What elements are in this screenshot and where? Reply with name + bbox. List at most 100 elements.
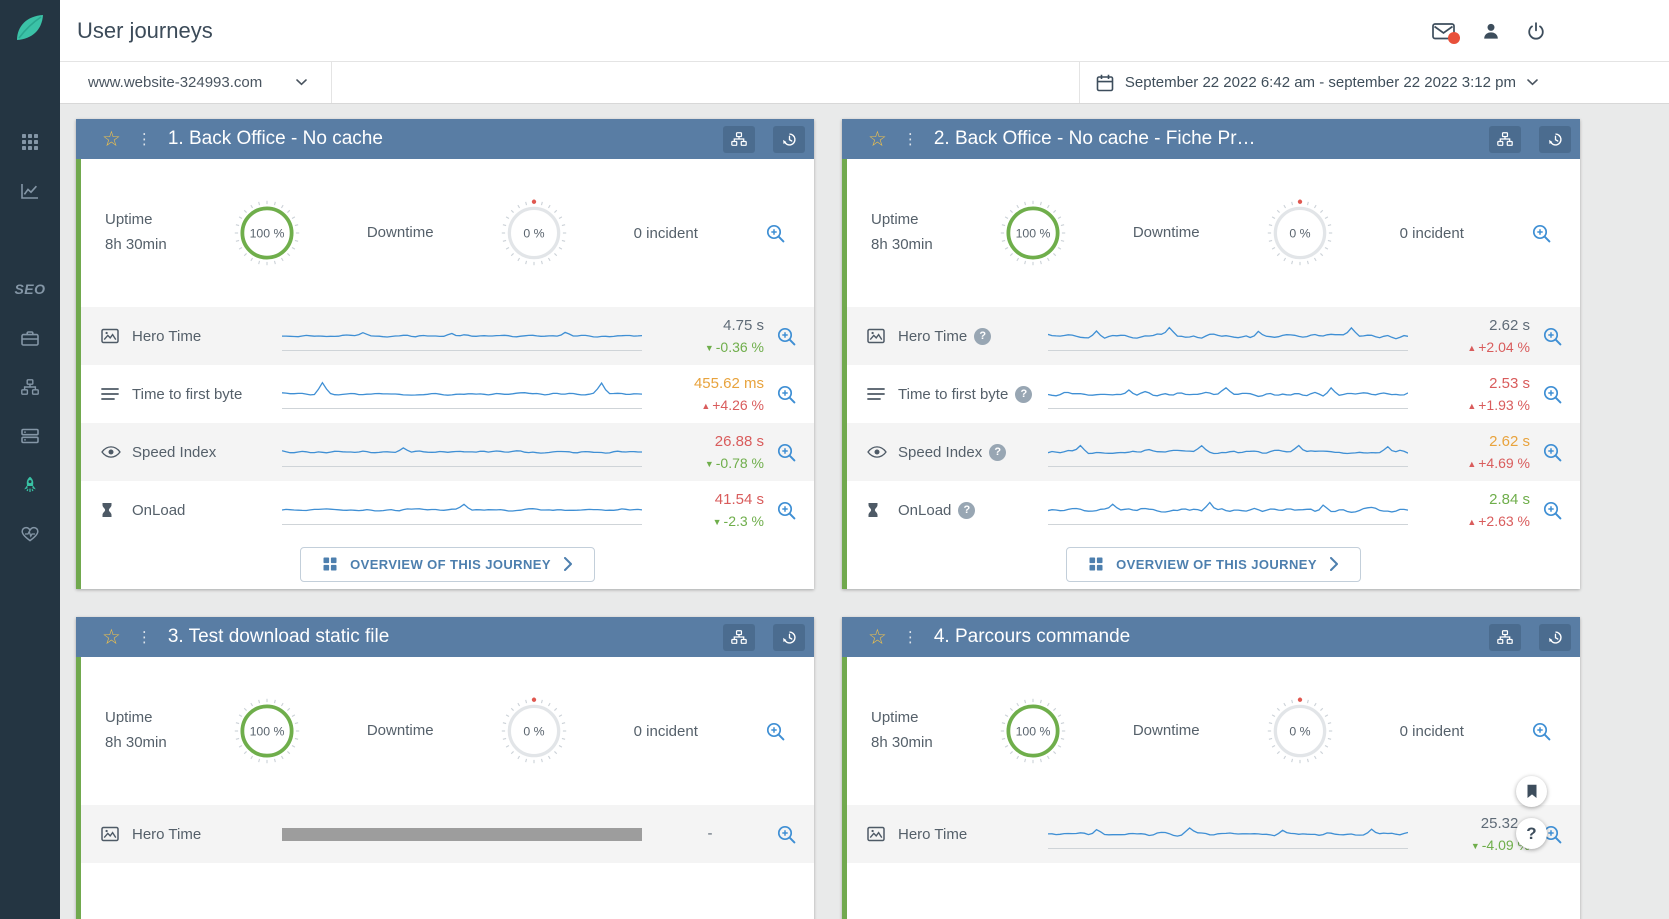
journey-title: 4. Parcours commande <box>933 626 1131 647</box>
zoom-in-icon[interactable] <box>762 714 790 748</box>
metric-sparkline <box>1048 435 1408 469</box>
site-selector[interactable]: www.website-324993.com <box>60 62 332 103</box>
user-icon[interactable] <box>1482 22 1500 40</box>
image-icon <box>867 826 889 842</box>
overview-journey-button[interactable]: OVERVIEW OF THIS JOURNEY <box>300 546 595 582</box>
journey-steps-icon[interactable] <box>723 623 755 651</box>
favorite-star-icon[interactable]: ☆ <box>102 127 121 151</box>
sitemap-icon[interactable] <box>0 362 60 411</box>
help-icon[interactable]: ? <box>989 443 1007 461</box>
help-icon[interactable]: ? <box>1015 385 1033 403</box>
journey-steps-icon[interactable] <box>1489 623 1521 651</box>
zoom-in-icon[interactable] <box>1538 377 1566 411</box>
journey-title: 1. Back Office - No cache <box>167 128 383 149</box>
metric-row: Time to first byte 455.62 ms ▲ +4.26 % <box>81 365 814 423</box>
bookmark-button[interactable] <box>1516 776 1547 807</box>
overview-journey-button[interactable]: OVERVIEW OF THIS JOURNEY <box>1066 546 1361 582</box>
apps-grid-icon[interactable] <box>0 117 60 166</box>
metric-change: ▲ +4.26 % <box>701 396 764 413</box>
zoom-in-icon[interactable] <box>762 216 790 250</box>
downtime-gauge: 0 % <box>1267 697 1332 764</box>
metric-sparkline <box>1048 319 1408 353</box>
favorite-star-icon[interactable]: ☆ <box>102 625 121 649</box>
help-icon[interactable]: ? <box>974 327 992 345</box>
journey-card-header: ☆ ⋮ 2. Back Office - No cache - Fiche Pr… <box>842 119 1580 159</box>
journey-title: 2. Back Office - No cache - Fiche Pr… <box>933 128 1256 149</box>
help-icon[interactable]: ? <box>958 501 976 519</box>
journey-steps-icon[interactable] <box>723 125 755 153</box>
uptime-gauge: 100 % <box>1000 698 1065 764</box>
help-button[interactable]: ? <box>1516 818 1547 849</box>
journey-history-icon[interactable] <box>1539 125 1571 153</box>
chevron-right-icon <box>564 557 572 571</box>
metric-label: Speed Index <box>132 443 217 461</box>
metric-value: 41.54 s <box>714 490 764 508</box>
briefcase-icon[interactable] <box>0 313 60 362</box>
metric-change: ▲ +1.93 % <box>1467 396 1530 413</box>
date-range-value: September 22 2022 6:42 am - september 22… <box>1124 74 1516 91</box>
rocket-icon[interactable] <box>0 460 60 509</box>
svg-text:100 %: 100 % <box>249 724 284 738</box>
zoom-in-icon[interactable] <box>1538 435 1566 469</box>
metric-sparkline <box>282 493 642 527</box>
zoom-in-icon[interactable] <box>1528 714 1556 748</box>
drag-handle-icon[interactable]: ⋮ <box>136 628 152 646</box>
zoom-in-icon[interactable] <box>772 319 800 353</box>
metric-row: Hero Time 4.75 s ▼ -0.36 % <box>81 307 814 365</box>
journey-history-icon[interactable] <box>773 125 805 153</box>
metric-change: ▼ -0.78 % <box>704 454 764 471</box>
seo-label[interactable]: SEO <box>14 280 46 297</box>
image-icon <box>101 826 123 842</box>
zoom-in-icon[interactable] <box>772 493 800 527</box>
zoom-in-icon[interactable] <box>1538 319 1566 353</box>
drag-handle-icon[interactable]: ⋮ <box>136 130 152 148</box>
journey-steps-icon[interactable] <box>1489 125 1521 153</box>
drag-handle-icon[interactable]: ⋮ <box>902 628 918 646</box>
metric-label: Hero Time <box>898 825 968 843</box>
app-logo[interactable] <box>12 10 48 51</box>
notification-badge <box>1448 31 1460 44</box>
zoom-in-icon[interactable] <box>772 377 800 411</box>
downtime-label: Downtime <box>366 721 434 739</box>
journey-card-2: ☆ ⋮ 2. Back Office - No cache - Fiche Pr… <box>842 119 1580 589</box>
servers-icon[interactable] <box>0 411 60 460</box>
zoom-in-icon[interactable] <box>1538 493 1566 527</box>
journey-history-icon[interactable] <box>773 623 805 651</box>
metric-row: Hero Time - <box>81 805 814 863</box>
eye-icon <box>101 446 123 458</box>
uptime-period: 8h 30min <box>105 734 167 751</box>
zoom-in-icon[interactable] <box>772 817 800 851</box>
metric-sparkline <box>282 377 642 411</box>
downtime-label: Downtime <box>1132 721 1200 739</box>
zoom-in-icon[interactable] <box>1528 216 1556 250</box>
metric-row: Hero Time 25.32 s ▼ -4.09 % <box>847 805 1580 863</box>
metric-row: OnLoad 41.54 s ▼ -2.3 % <box>81 481 814 539</box>
favorite-star-icon[interactable]: ☆ <box>868 625 887 649</box>
metric-sparkline <box>1048 817 1408 851</box>
main-column: User journeys <box>60 0 1669 919</box>
metric-label: Speed Index <box>898 443 983 461</box>
zoom-in-icon[interactable] <box>772 435 800 469</box>
page-title: User journeys <box>77 17 213 43</box>
uptime-label: Uptime <box>871 709 919 727</box>
drag-handle-icon[interactable]: ⋮ <box>902 130 918 148</box>
top-bar: User journeys <box>60 0 1669 62</box>
favorite-star-icon[interactable]: ☆ <box>868 127 887 151</box>
grid-icon <box>1089 557 1103 571</box>
eye-icon <box>867 446 889 458</box>
date-range-picker[interactable]: September 22 2022 6:42 am - september 22… <box>1078 62 1554 103</box>
image-icon <box>867 328 889 344</box>
journey-history-icon[interactable] <box>1539 623 1571 651</box>
chevron-down-icon <box>1527 79 1538 86</box>
hourglass-icon <box>867 502 889 518</box>
metric-change: ▲ +2.04 % <box>1467 338 1530 355</box>
health-icon[interactable] <box>0 509 60 558</box>
uptime-gauge: 100 % <box>234 698 299 764</box>
metric-value: 2.62 s <box>1489 316 1530 334</box>
mail-icon[interactable] <box>1432 22 1460 44</box>
analytics-icon[interactable] <box>0 166 60 215</box>
chevron-down-icon <box>296 79 307 86</box>
metric-row: Speed Index ? 2.62 s ▲ +4.69 % <box>847 423 1580 481</box>
metric-row: Speed Index 26.88 s ▼ -0.78 % <box>81 423 814 481</box>
power-icon[interactable] <box>1527 21 1545 40</box>
